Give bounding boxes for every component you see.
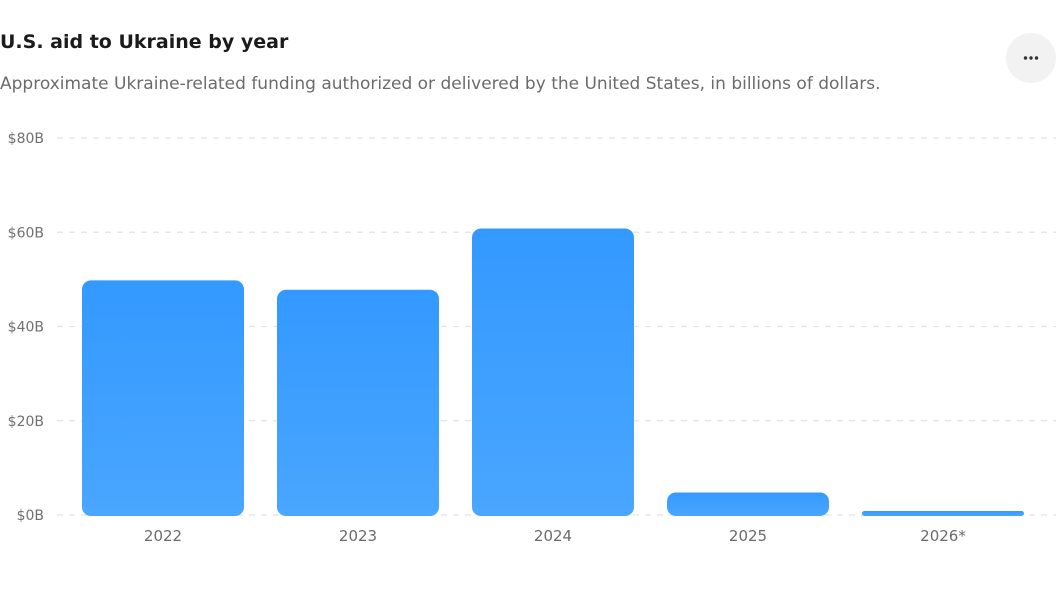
- more-horizontal-icon: [1023, 56, 1039, 60]
- x-tick-label: 2024: [534, 527, 572, 545]
- y-tick-label: $0B: [17, 508, 44, 524]
- bar-2025[interactable]: [667, 492, 829, 516]
- bar-2026-star[interactable]: [862, 511, 1024, 516]
- y-tick-label: $40B: [8, 320, 44, 336]
- bar-2024[interactable]: [472, 228, 634, 516]
- bar-2022[interactable]: [82, 280, 244, 516]
- y-tick-label: $80B: [8, 131, 44, 147]
- x-tick-label: 2023: [339, 527, 377, 545]
- chart-title: U.S. aid to Ukraine by year: [0, 31, 289, 53]
- bar-2023[interactable]: [277, 289, 439, 516]
- bars: [82, 228, 1024, 516]
- y-axis-ticks: $0B $20B $40B $60B $80B: [8, 131, 44, 524]
- more-options-button[interactable]: [1006, 33, 1056, 83]
- x-tick-label: 2025: [729, 527, 767, 545]
- x-tick-label: 2022: [144, 527, 182, 545]
- chart-subtitle: Approximate Ukraine-related funding auth…: [0, 74, 881, 94]
- y-tick-label: $60B: [8, 225, 44, 241]
- y-tick-label: $20B: [8, 414, 44, 430]
- x-axis-ticks: 2022 2023 2024 2025 2026*: [144, 527, 966, 545]
- x-tick-label: 2026*: [920, 527, 966, 545]
